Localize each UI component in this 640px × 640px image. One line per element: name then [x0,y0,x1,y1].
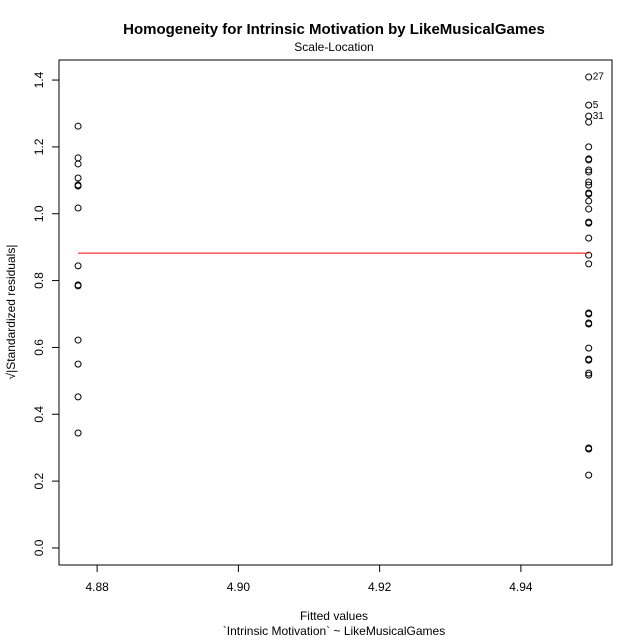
point [585,168,593,176]
point-label: 27 [593,72,605,83]
chart-title: Homogeneity for Intrinsic Motivation by … [123,21,545,38]
point [585,166,593,174]
y-tick-label: 1.0 [32,205,46,222]
x-tick-label: 4.94 [509,580,533,594]
y-tick-label: 0.0 [32,539,46,556]
y-tick-label: 0.2 [32,472,46,489]
y-axis-label: √|Standardized residuals| [4,245,18,380]
point [585,73,593,81]
point [74,262,82,270]
point [585,344,593,352]
point [585,205,593,213]
point-label: 5 [593,100,599,111]
y-tick-label: 0.8 [32,272,46,289]
point [585,251,593,259]
x-axis-label-2: `Intrinsic Motivation` ~ LikeMusicalGame… [223,624,445,638]
point [585,356,593,364]
point [585,234,593,242]
x-tick-label: 4.90 [227,580,251,594]
point [585,219,593,227]
y-tick-label: 1.4 [32,71,46,88]
x-axis-label: Fitted values [300,609,368,623]
y-tick-label: 1.2 [32,138,46,155]
point [585,118,593,126]
y-tick-label: 0.4 [32,406,46,423]
point [74,336,82,344]
point [585,369,593,377]
point [585,178,593,186]
point [74,429,82,437]
point [585,181,593,189]
point [585,190,593,198]
point [74,182,82,190]
point [585,445,593,453]
y-tick-label: 0.6 [32,339,46,356]
point [74,174,82,182]
point [585,156,593,164]
point-label: 31 [593,111,605,122]
point [74,160,82,168]
x-tick-label: 4.88 [85,580,109,594]
point [585,197,593,205]
plot-frame [58,59,613,566]
point [74,122,82,130]
point [74,360,82,368]
point [585,310,593,318]
point [74,393,82,401]
point [585,471,593,479]
point [74,282,82,290]
point [74,204,82,212]
point [585,260,593,268]
point [585,371,593,379]
chart-subtitle: Scale-Location [294,40,373,54]
point [585,320,593,328]
point [585,143,593,151]
point [585,101,593,109]
x-tick-label: 4.92 [368,580,392,594]
